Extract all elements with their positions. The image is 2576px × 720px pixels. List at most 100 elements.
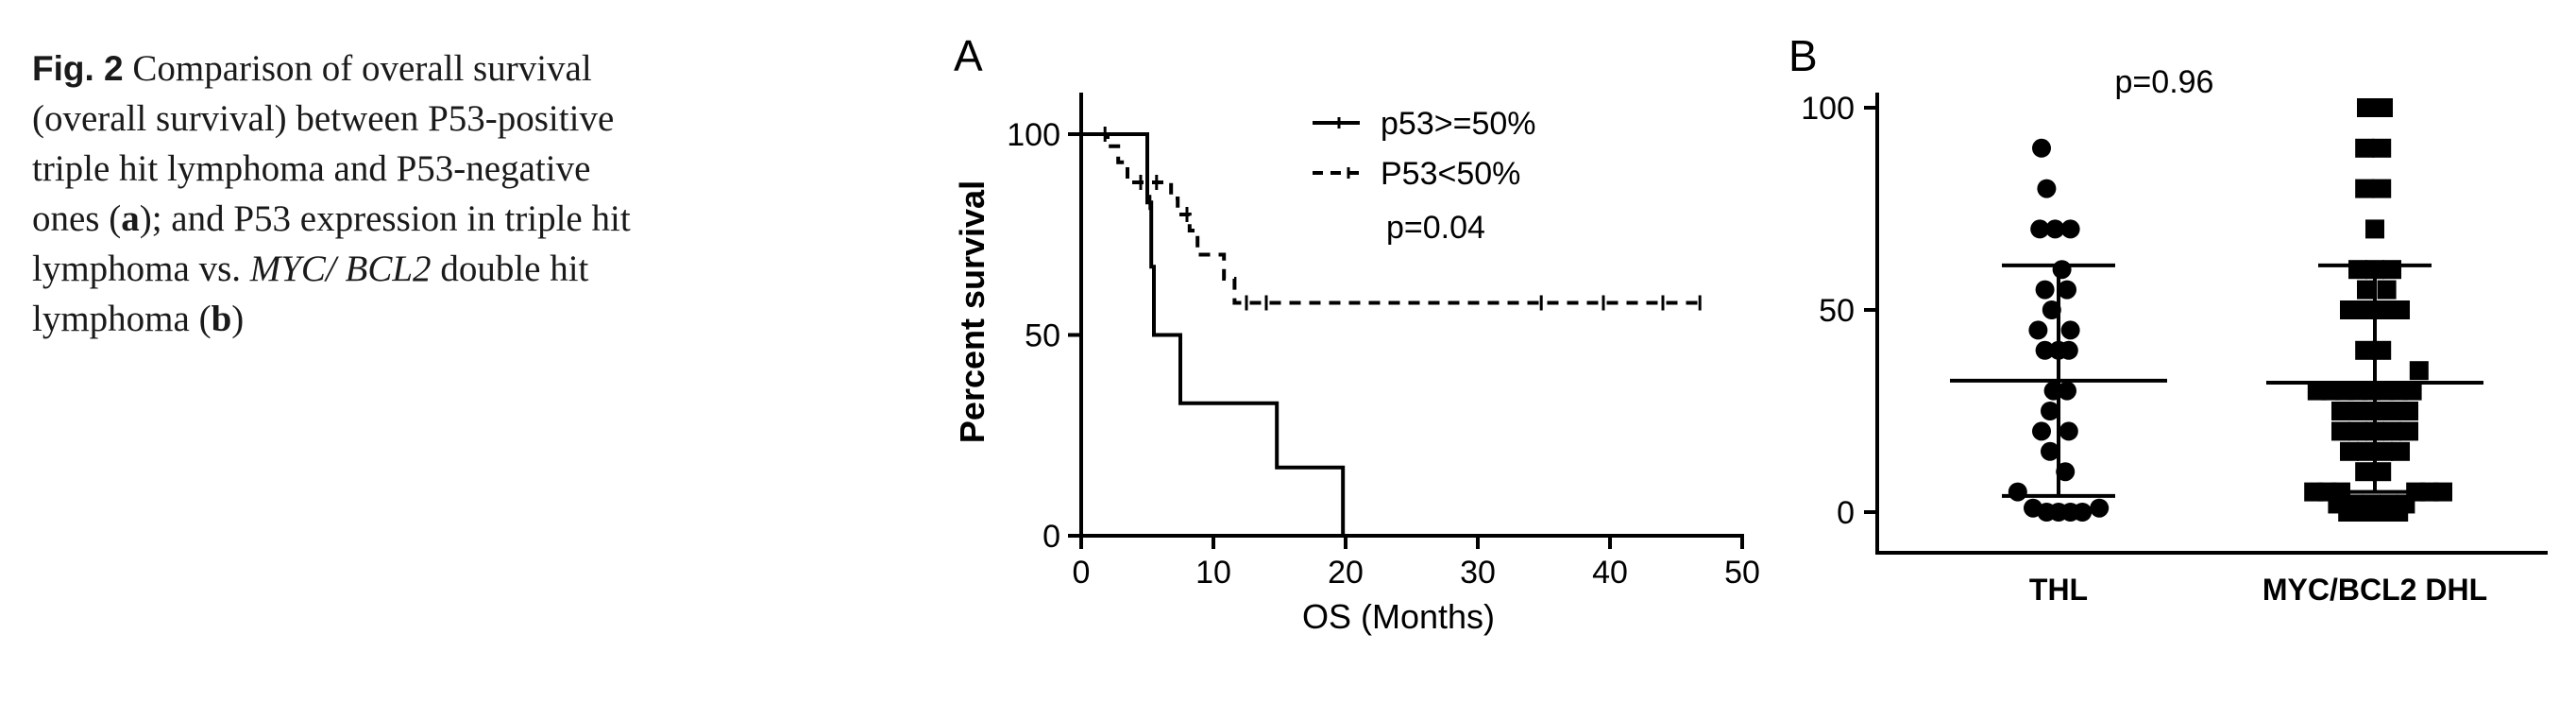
data-point-dhl [2355,138,2375,158]
caption-genes: MYC/ BCL2 [249,249,432,289]
data-point-dhl [2433,482,2452,502]
panel-a-label: A [954,31,983,80]
data-point-dhl [2372,138,2392,158]
data-point-thl [2058,280,2076,300]
data-point-dhl [2355,340,2375,360]
caption-text-1: Comparison of overall survival (overall … [32,48,615,239]
data-point-thl [2059,340,2078,360]
panel-a-y-tick-label: 50 [1025,318,1060,354]
data-point-dhl [2355,179,2375,198]
panel-a-x-tick-label: 50 [1724,555,1760,591]
data-point-dhl [2331,421,2350,441]
panel-a-y-axis-label: Percent survival [953,180,991,443]
data-point-dhl [2331,402,2350,420]
panel-a-p-value: p=0.04 [1386,210,1485,246]
caption-text-4: ) [231,299,245,339]
data-point-thl [2042,300,2061,319]
caption-text-2: ); and P53 expression in triple hit lymp… [32,198,631,289]
data-point-dhl [2374,441,2393,461]
panel-a-x-axis-label: OS (Months) [1302,597,1495,636]
data-point-dhl [2402,381,2422,401]
data-point-thl [2059,421,2078,441]
panel-b-y-tick-label: 0 [1837,495,1855,531]
data-point-thl [2073,503,2093,522]
data-point-dhl [2409,361,2429,381]
data-point-thl [2058,381,2076,401]
panel-a-x-tick-label: 10 [1195,555,1231,591]
caption-ref-a: a [121,198,140,239]
data-point-thl [2045,219,2065,239]
data-point-dhl [2357,98,2376,117]
panel-b-scatter-plot: B p=0.96 0 50 100 THL MYC/BCL2 DHL [1788,31,2548,607]
panel-b-y-tick-label: 100 [1801,91,1855,127]
data-point-dhl [2391,300,2410,319]
data-point-thl [2041,402,2059,420]
data-point-dhl [2372,462,2392,482]
panel-a-axes [1079,93,1744,538]
data-point-dhl [2372,340,2392,360]
panel-a-x-tick-label: 0 [1073,555,1091,591]
data-point-dhl [2338,503,2358,522]
data-point-thl [2008,482,2027,502]
data-point-dhl [2382,260,2401,280]
data-point-dhl [2357,441,2376,461]
panel-a-y-tick-label: 100 [1007,117,1060,153]
data-point-thl [2035,340,2055,360]
figure-caption: Fig. 2 Comparison of overall survival (o… [32,43,636,344]
data-point-dhl [2382,402,2401,420]
panel-a-x-tick-label: 30 [1460,555,1496,591]
caption-ref-b: b [211,299,232,339]
data-point-thl [2030,219,2050,239]
panel-b-axes [1875,93,2548,555]
legend-series-2-label: P53<50% [1381,156,1520,192]
figure-label: Fig. 2 [32,49,124,88]
data-point-thl [2056,462,2076,482]
panel-b-ticks: 0 50 100 THL MYC/BCL2 DHL [1801,91,2487,607]
data-point-dhl [2355,503,2375,522]
panel-a-x-tick-label: 40 [1592,555,1628,591]
data-point-dhl [2391,441,2410,461]
panel-b-y-tick-label: 50 [1819,293,1855,329]
data-point-dhl [2340,300,2359,319]
data-point-dhl [2382,421,2401,441]
data-point-dhl [2399,402,2418,420]
panel-a-survival-plot: A 0 10 20 30 40 50 0 50 100 Percent survival OS … [953,31,1760,636]
data-point-dhl [2365,219,2384,239]
panel-b-label: B [1788,31,1818,80]
data-point-thl [2060,219,2080,239]
data-point-dhl [2357,300,2376,319]
data-point-dhl [2372,179,2392,198]
data-point-thl [2060,320,2080,340]
data-point-thl [2035,280,2055,300]
data-point-dhl [2399,421,2418,441]
panel-a-x-tick-label: 20 [1328,555,1364,591]
data-point-thl [2090,498,2110,518]
km-curve-series-2 [1081,132,1703,305]
data-point-dhl [2374,98,2393,117]
panel-b-category-label: MYC/BCL2 DHL [2262,573,2487,607]
panel-a-series [1081,127,1703,536]
data-point-dhl [2348,260,2367,280]
data-point-thl [2037,179,2057,198]
km-curve-series-1 [1081,132,1346,536]
panel-a-ticks: 0 10 20 30 40 50 0 50 100 [1007,117,1760,591]
data-point-dhl [2357,280,2376,300]
data-point-thl [2041,441,2059,461]
panel-a-legend: p53>=50% P53<50% p=0.04 [1313,106,1536,246]
data-point-dhl [2374,300,2393,319]
caption-text-3: double hit lymphoma ( [32,249,589,339]
data-point-dhl [2340,441,2359,461]
data-point-dhl [2355,462,2375,482]
panel-b-p-value: p=0.96 [2115,64,2214,100]
panel-b-series [1950,98,2483,522]
data-point-dhl [2348,402,2367,420]
data-point-dhl [2372,503,2392,522]
data-point-thl [2028,320,2048,340]
data-point-dhl [2348,421,2367,441]
panel-b-category-label: THL [2029,573,2088,607]
data-point-dhl [2377,280,2397,300]
data-point-dhl [2389,503,2409,522]
legend-series-1-label: p53>=50% [1381,106,1536,142]
data-point-thl [2032,138,2051,158]
